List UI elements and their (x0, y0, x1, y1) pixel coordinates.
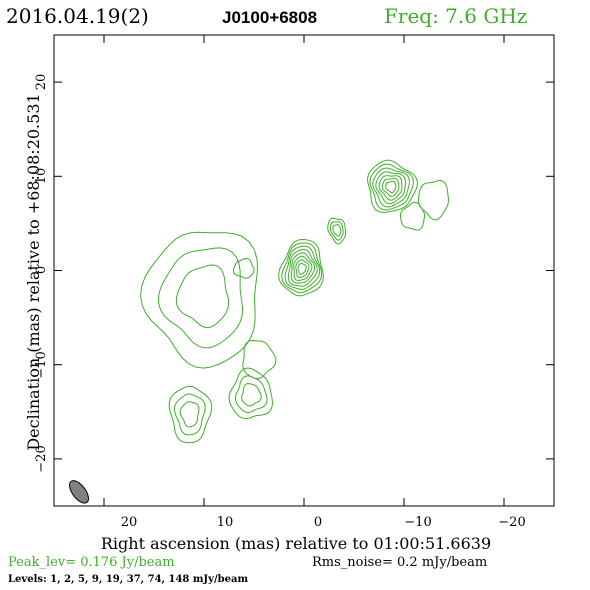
x-tick-label-minus20: −20 (498, 515, 525, 530)
rms-noise: Rms_noise= 0.2 mJy/beam (312, 555, 487, 570)
contour-line (168, 385, 213, 444)
y-tick-label-0: 0 (34, 266, 49, 274)
contour-levels: Levels: 1, 2, 5, 9, 19, 37, 74, 148 mJy/… (8, 574, 248, 585)
y-axis-label: Declination (mas) relative to +68:08:20.… (24, 93, 43, 450)
y-tick-label-minus10: −10 (34, 351, 49, 378)
contour-line (381, 177, 400, 197)
x-tick-label-minus10: −10 (404, 515, 431, 530)
contour-line (293, 255, 313, 281)
contour-line (327, 217, 346, 245)
x-tick-label-0: 0 (314, 515, 322, 530)
contour-line (378, 175, 403, 201)
contour-line (297, 262, 307, 275)
x-axis-label: Right ascension (mas) relative to 01:00:… (101, 534, 491, 553)
contour-layer (140, 159, 449, 444)
x-tick-label-10: 10 (217, 515, 234, 530)
plot-frame (53, 34, 555, 507)
x-tick-label-20: 20 (121, 515, 138, 530)
observation-date: 2016.04.19(2) (6, 4, 149, 28)
contour-line (290, 252, 316, 284)
contour-line (375, 171, 407, 205)
contour-line (241, 383, 262, 407)
contour-line (281, 242, 323, 294)
contour-line (385, 180, 397, 194)
axis-ticks (54, 35, 554, 506)
contour-line (242, 339, 277, 380)
contour-line (367, 159, 418, 213)
frequency-label: Freq: 7.6 GHz (384, 4, 527, 28)
y-tick-label-20: 20 (34, 74, 49, 91)
contour-line (332, 223, 342, 237)
peak-level: Peak_lev= 0.176 Jy/beam (8, 555, 175, 570)
contour-line (174, 393, 206, 436)
source-name: J0100+6808 (222, 8, 317, 27)
contour-line (140, 231, 259, 369)
contour-line (232, 257, 255, 279)
contour-line (295, 259, 310, 279)
contour-line (329, 221, 344, 241)
contour-line (417, 179, 449, 221)
contour-line (372, 167, 410, 208)
beam-layer (69, 480, 89, 504)
contour-line (235, 375, 268, 413)
contour-line (400, 201, 425, 231)
contour-line (287, 249, 318, 287)
y-tick-label-minus20: −20 (34, 445, 49, 472)
contour-line (369, 163, 414, 211)
contour-line (278, 238, 324, 297)
contour-line (284, 245, 321, 290)
contour-line (228, 367, 273, 420)
beam-ellipse (69, 480, 89, 504)
contour-line (158, 247, 244, 349)
contour-line (175, 264, 230, 329)
contour-line (179, 401, 200, 428)
y-tick-label-10: 10 (34, 168, 49, 185)
